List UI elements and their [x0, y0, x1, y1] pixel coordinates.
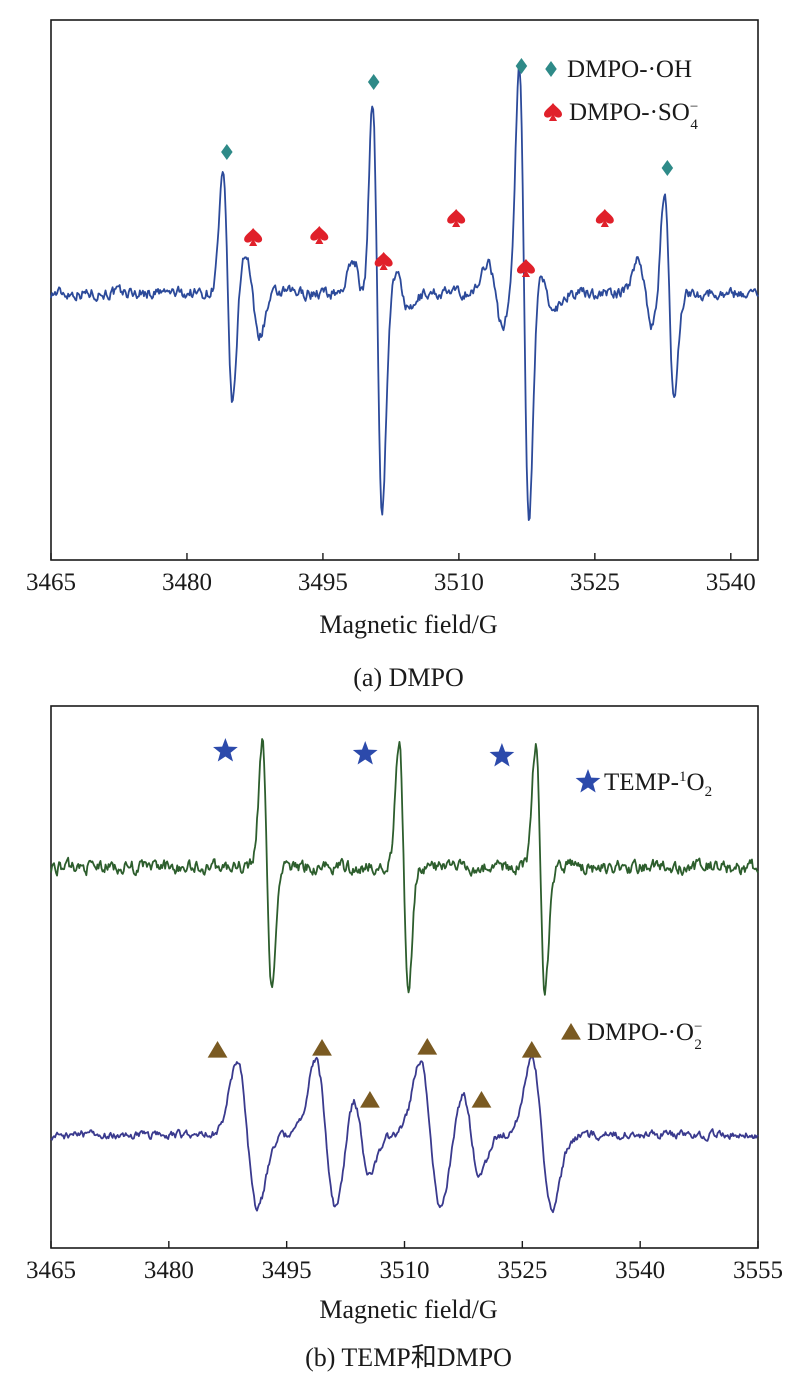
peak-marker-triangle	[312, 1039, 332, 1056]
x-tick-label: 3465	[26, 569, 76, 596]
peak-marker-star	[352, 741, 378, 765]
x-tick-label: 3495	[262, 1257, 312, 1284]
series-line-1	[50, 738, 759, 996]
x-tick-label: 3540	[615, 1257, 665, 1284]
x-axis-label: Magnetic field/G	[319, 610, 497, 639]
figure-caption: (a) DMPO	[353, 663, 464, 692]
peak-marker-triangle	[207, 1041, 228, 1058]
legend-label: TEMP-1O2	[604, 769, 712, 800]
x-tick-label: 3510	[380, 1257, 430, 1284]
x-tick-label: 3465	[26, 1257, 76, 1284]
peak-marker-spade	[310, 226, 329, 244]
figure-caption: (b) TEMP和DMPO	[305, 1343, 512, 1372]
peak-marker-spade	[447, 209, 466, 227]
peak-marker-spade	[595, 209, 614, 227]
peak-marker-diamond	[221, 144, 233, 160]
peak-marker-diamond	[661, 160, 674, 176]
x-axis-label: Magnetic field/G	[319, 1295, 497, 1324]
plot-frame	[50, 19, 759, 561]
peak-marker-diamond	[367, 74, 380, 90]
x-tick-label: 3510	[434, 569, 484, 596]
series-line-1	[50, 67, 759, 521]
chart-panel-2: 3465 3480 3495 3510 3525 3540 3555 Magnetic fie…	[26, 705, 783, 1372]
series-line-2	[50, 1054, 759, 1214]
chart-panel-1: 3465 3480 3495 3510 3525 3540 Magnetic field/G…	[26, 19, 759, 692]
legend-symbol-star	[575, 769, 601, 793]
x-tick-label: 3525	[497, 1257, 547, 1284]
x-tick-label: 3495	[298, 569, 348, 596]
x-tick-label: 3525	[570, 569, 620, 596]
legend-label: DMPO-·OH	[567, 56, 692, 83]
legend-symbol-spade	[544, 103, 562, 121]
peak-marker-star	[489, 743, 515, 767]
x-tick-label: 3555	[733, 1257, 783, 1284]
peak-marker-diamond	[515, 58, 528, 74]
peak-marker-triangle	[417, 1038, 438, 1055]
x-tick-label: 3480	[144, 1257, 194, 1284]
peak-marker-triangle	[360, 1091, 380, 1108]
legend-label: DMPO-·O− 2	[587, 1019, 702, 1053]
peak-marker-triangle	[471, 1091, 492, 1108]
x-tick-label: 3540	[706, 569, 756, 596]
peak-marker-spade	[516, 259, 535, 277]
legend-symbol-diamond	[545, 61, 557, 77]
legend-label: DMPO-·SO− 4	[569, 99, 698, 133]
peak-marker-star	[213, 738, 238, 762]
peak-marker-spade	[244, 228, 263, 246]
peak-marker-spade	[374, 252, 393, 270]
peak-marker-triangle	[521, 1041, 542, 1058]
legend-symbol-triangle	[561, 1023, 581, 1040]
x-tick-label: 3480	[162, 569, 212, 596]
